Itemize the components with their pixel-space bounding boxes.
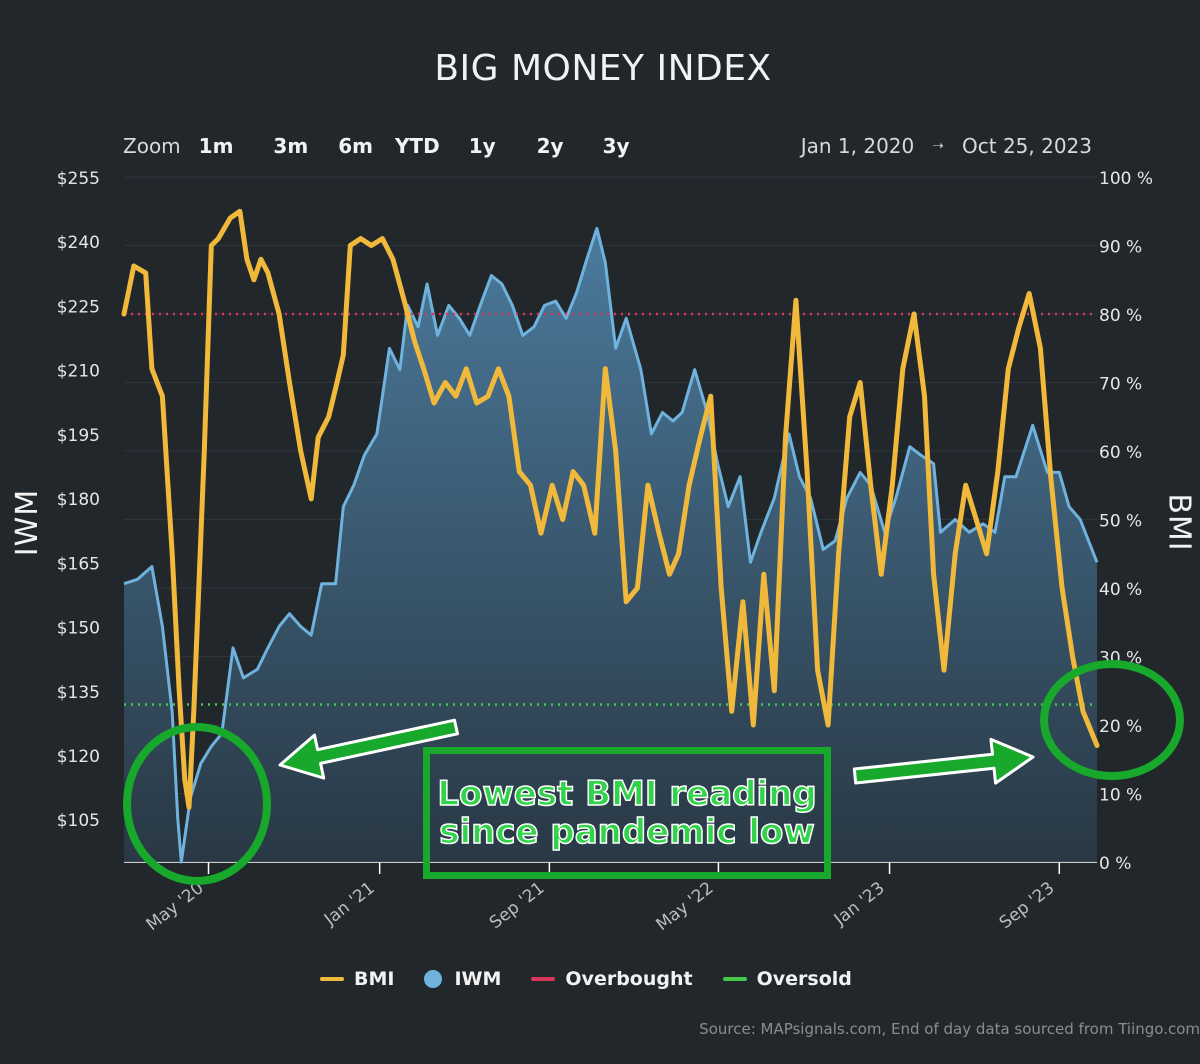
x-tick-label: Sep '23 — [996, 878, 1059, 933]
date-from-input[interactable]: Jan 1, 2020 — [800, 134, 915, 158]
y-right-tick-label: 60 % — [1099, 443, 1142, 463]
legend-item-overbought[interactable]: Overbought — [531, 968, 693, 990]
y-left-tick-label: $135 — [57, 683, 100, 703]
y-left-tick-label: $120 — [57, 747, 100, 767]
legend-label-overbought: Overbought — [565, 968, 693, 990]
y-right-tick-label: 10 % — [1099, 786, 1142, 806]
circle-annotation-left — [123, 723, 271, 885]
y-left-tick-label: $150 — [57, 619, 100, 639]
x-tick-label: Sep '21 — [486, 878, 549, 933]
zoom-ytd-button[interactable]: YTD — [394, 134, 440, 158]
y-left-tick-label: $255 — [57, 169, 100, 189]
arrow-annotation-right — [852, 737, 1035, 785]
y-left-tick-label: $240 — [57, 233, 100, 253]
iwm-line — [123, 226, 1099, 864]
zoom-bar: Zoom 1m 3m 6m YTD 1y 2y 3y — [123, 134, 630, 158]
x-tick-label: Jan '21 — [320, 878, 379, 930]
callout-box: Lowest BMI reading since pandemic low — [423, 747, 831, 879]
y-right-tick-label: 80 % — [1099, 306, 1142, 326]
y-right-tick-label: 0 % — [1099, 854, 1131, 874]
legend-swatch-bmi — [320, 977, 344, 981]
zoom-6m-button[interactable]: 6m — [338, 134, 373, 158]
date-range: Jan 1, 2020 ➝ Oct 25, 2023 — [801, 134, 1092, 158]
legend-item-oversold[interactable]: Oversold — [722, 968, 852, 990]
y-right-tick-label: 90 % — [1099, 238, 1142, 258]
circle-annotation-right — [1040, 660, 1184, 780]
legend-swatch-overbought — [531, 977, 556, 981]
zoom-3y-button[interactable]: 3y — [602, 134, 630, 158]
legend-label-oversold: Oversold — [756, 968, 852, 990]
y-right-tick-label: 20 % — [1099, 717, 1142, 737]
zoom-1m-button[interactable]: 1m — [198, 134, 234, 158]
y-right-tick-label: 70 % — [1099, 375, 1142, 395]
callout-line-2: since pandemic low — [438, 812, 815, 852]
legend-label-iwm: IWM — [454, 968, 502, 990]
y-right-tick-label: 50 % — [1099, 512, 1142, 532]
y-right-tick-label: 100 % — [1099, 169, 1153, 189]
legend: BMI IWM Overbought Oversold — [320, 968, 882, 990]
arrow-right-icon: ➝ — [932, 138, 944, 154]
zoom-label: Zoom — [123, 134, 181, 158]
date-to-input[interactable]: Oct 25, 2023 — [962, 134, 1092, 158]
zoom-2y-button[interactable]: 2y — [536, 134, 564, 158]
zoom-3m-button[interactable]: 3m — [273, 134, 309, 158]
callout-line-1: Lowest BMI reading — [437, 773, 818, 814]
y-left-tick-label: $195 — [57, 426, 100, 446]
y-left-tick-label: $105 — [57, 811, 100, 831]
y-left-tick-label: $165 — [57, 554, 100, 574]
y-right-tick-label: 40 % — [1099, 580, 1142, 600]
y-left-tick-label: $225 — [57, 297, 100, 317]
legend-swatch-oversold — [722, 977, 747, 981]
zoom-1y-button[interactable]: 1y — [468, 134, 496, 158]
legend-item-bmi[interactable]: BMI — [320, 968, 394, 990]
legend-label-bmi: BMI — [354, 968, 395, 990]
y-left-tick-label: $180 — [57, 490, 100, 510]
x-tick-label: May '22 — [652, 878, 717, 935]
chart-title: BIG MONEY INDEX — [434, 48, 772, 89]
arrow-annotation-left — [278, 718, 459, 780]
x-tick-label: May '20 — [143, 878, 208, 935]
y-left-tick-label: $210 — [57, 362, 100, 382]
legend-item-iwm[interactable]: IWM — [424, 968, 501, 990]
x-tick-label: Jan '23 — [830, 878, 889, 930]
legend-swatch-iwm — [424, 970, 443, 988]
bmi-line — [121, 208, 1100, 810]
source-note: Source: MAPsignals.com, End of day data … — [699, 1020, 1200, 1038]
